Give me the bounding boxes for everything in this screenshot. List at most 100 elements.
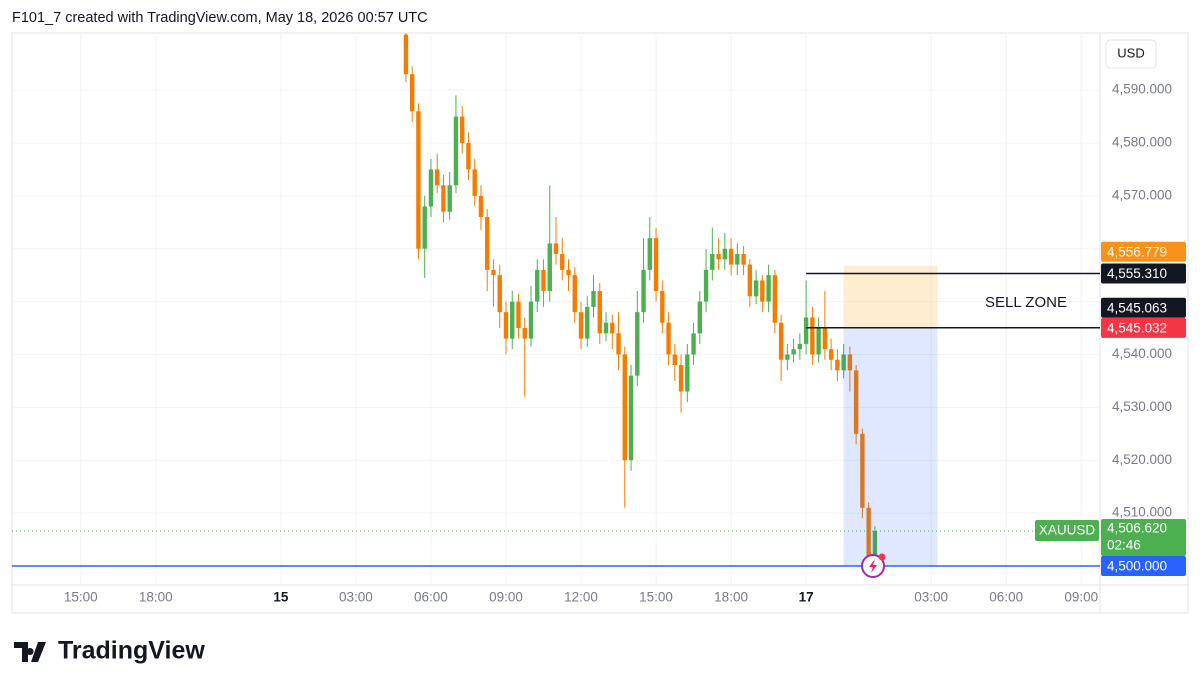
candle-body [860, 433, 865, 508]
plot [403, 33, 878, 577]
price-label-box [1101, 317, 1186, 338]
candle-body [841, 354, 846, 371]
candle-body [716, 254, 721, 260]
x-tick-label: 09:00 [489, 590, 523, 605]
candle-body [416, 111, 421, 249]
y-tick-label: 4,520.000 [1112, 452, 1172, 467]
y-tick-label: 4,580.000 [1112, 135, 1172, 150]
candle-body [778, 322, 784, 360]
candle-body [822, 328, 828, 350]
symbol: XAUUSD [1039, 523, 1096, 538]
x-tick-label: 12:00 [564, 590, 598, 605]
logo: TradingView [14, 637, 205, 665]
candle-body [547, 243, 552, 292]
candle-body [803, 317, 809, 344]
price-label: 4,545.032 [1107, 320, 1167, 335]
y-tick-label: 4,590.000 [1112, 82, 1172, 97]
currency: USD [1117, 45, 1144, 60]
alert-dot [878, 553, 886, 561]
candle-body [785, 354, 790, 360]
candle-body [647, 238, 652, 270]
price-label-box [1101, 263, 1186, 284]
x-tick-label: 03:00 [914, 590, 948, 605]
countdown: 02:46 [1107, 538, 1141, 553]
candle-body [560, 254, 565, 270]
candle-body [460, 116, 465, 143]
candle-body [503, 312, 509, 339]
candle-body [685, 354, 690, 392]
candle-body [422, 206, 427, 249]
candle-body [441, 185, 446, 212]
candle-body [535, 269, 540, 302]
candle-body [703, 269, 709, 302]
grid [12, 33, 1100, 585]
candle-body [409, 74, 415, 112]
candle-body [872, 530, 878, 561]
candle-body [828, 349, 834, 360]
candle-body [772, 275, 778, 323]
candle-body [434, 169, 440, 186]
candle-body [428, 169, 434, 207]
candle-body [691, 333, 696, 355]
overlay: SELL ZONE [12, 265, 1100, 567]
candle-body [591, 291, 596, 307]
candle-body [810, 317, 815, 355]
last-price-box [1101, 518, 1186, 556]
candle-body [728, 248, 734, 265]
candle-body [597, 291, 602, 334]
y-tick-label: 4,510.000 [1112, 505, 1172, 520]
chart-frame [11, 32, 1189, 614]
candle-body [466, 142, 471, 170]
x-tick-label: 06:00 [414, 590, 448, 605]
price-label-box [1101, 241, 1186, 262]
candle-body [866, 507, 871, 561]
candle-body [847, 354, 853, 371]
candle-body [522, 328, 527, 339]
candle-body [510, 301, 515, 339]
zone-label: SELL ZONE [985, 294, 1067, 311]
price-label-box [1101, 297, 1186, 318]
candle-body [610, 322, 615, 334]
candle-body [516, 301, 521, 329]
candle-body [541, 269, 546, 292]
candle-body [472, 169, 477, 196]
candle-body [747, 264, 753, 297]
x-tick-label: 06:00 [989, 590, 1023, 605]
candle-body [603, 322, 609, 334]
candle-body [485, 217, 490, 270]
candle-body [722, 248, 728, 260]
y-tick-label: 4,540.000 [1112, 346, 1172, 361]
candle-body [641, 269, 646, 313]
y-tick-label: 4,530.000 [1112, 399, 1172, 414]
candle-body [453, 116, 459, 186]
x-tick-label: 15:00 [639, 590, 673, 605]
x-tick-label: 03:00 [339, 590, 373, 605]
header: F101_7 created with TradingView.com, May… [12, 10, 428, 26]
target-zone [843, 327, 938, 566]
candle-body [672, 354, 678, 366]
currency-box[interactable] [1105, 39, 1157, 69]
candle-body [653, 238, 659, 292]
candle-body [835, 359, 840, 371]
alert-icon[interactable] [861, 553, 886, 578]
candle-body [635, 312, 640, 376]
candle-body [553, 243, 559, 255]
logo-text: TradingView [58, 637, 205, 665]
x-tick-label: 18:00 [714, 590, 748, 605]
price-label: 4,555.310 [1107, 266, 1167, 281]
price-label: 4,545.063 [1107, 300, 1167, 315]
price-label: 4,500.000 [1107, 559, 1167, 574]
candle-body [478, 195, 484, 217]
logo-mark [14, 642, 46, 662]
x-tick-label: 18:00 [139, 590, 173, 605]
candle-body [766, 275, 771, 302]
symbol-box [1035, 519, 1099, 541]
alert-bolt [869, 559, 877, 573]
last-price: 4,506.620 [1107, 521, 1167, 536]
y-tick-label: 4,570.000 [1112, 187, 1172, 202]
candle-body [791, 349, 796, 355]
candle-body [566, 269, 571, 276]
candle-body [735, 254, 740, 265]
